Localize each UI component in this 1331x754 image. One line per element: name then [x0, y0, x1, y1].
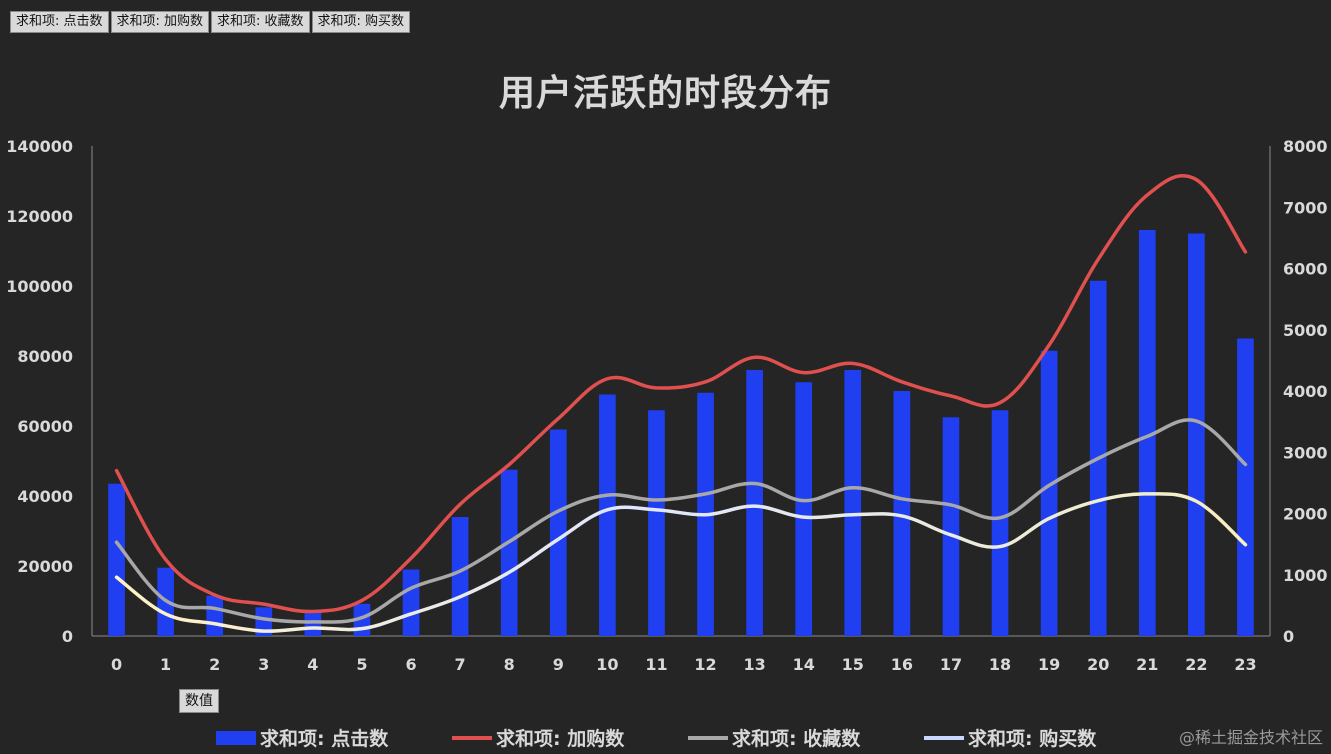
x-tick-label: 2	[209, 655, 220, 674]
legend-item-cart[interactable]: 求和项: 加购数	[452, 724, 624, 751]
y-right-tick-label: 5000	[1283, 321, 1328, 340]
legend-swatch-fav	[688, 735, 728, 740]
x-tick-label: 4	[307, 655, 318, 674]
x-tick-label: 8	[504, 655, 515, 674]
x-tick-label: 7	[455, 655, 466, 674]
pivot-field-buttons: 求和项: 点击数 求和项: 加购数 求和项: 收藏数 求和项: 购买数	[10, 11, 411, 33]
bar-clicks	[1138, 230, 1156, 636]
legend-label-clicks: 求和项: 点击数	[260, 728, 389, 750]
y-left-tick-label: 40000	[17, 487, 73, 506]
legend-item-clicks[interactable]: 求和项: 点击数	[216, 724, 388, 751]
bar-clicks	[991, 410, 1009, 636]
bar-clicks	[1040, 350, 1058, 636]
x-tick-label: 20	[1087, 655, 1109, 674]
bar-clicks	[500, 469, 518, 636]
legend-swatch-clicks	[216, 730, 256, 745]
x-tick-label: 17	[940, 655, 962, 674]
x-tick-label: 19	[1038, 655, 1060, 674]
bar-clicks	[402, 569, 420, 636]
legend-label-fav: 求和项: 收藏数	[732, 728, 861, 750]
y-left-tick-label: 80000	[17, 347, 73, 366]
y-left-tick-label: 0	[62, 627, 73, 646]
bar-clicks	[942, 417, 960, 636]
legend-label-cart: 求和项: 加购数	[496, 728, 625, 750]
x-tick-label: 3	[258, 655, 269, 674]
bar-clicks	[451, 517, 469, 636]
bar-clicks	[255, 607, 273, 636]
bar-clicks	[108, 483, 125, 636]
x-tick-label: 14	[793, 655, 815, 674]
x-tick-label: 18	[989, 655, 1011, 674]
watermark: @稀土掘金技术社区	[1178, 728, 1323, 747]
x-tick-label: 12	[694, 655, 716, 674]
legend-label-buy: 求和项: 购买数	[968, 728, 1097, 750]
line-cart	[114, 173, 1248, 614]
line-buy	[114, 492, 1248, 633]
bar-clicks	[1188, 233, 1205, 636]
bar-clicks	[746, 370, 763, 636]
x-tick-label: 16	[891, 655, 913, 674]
line-fav	[114, 418, 1248, 624]
y-right-tick-label: 4000	[1283, 382, 1328, 401]
x-tick-label: 11	[645, 655, 667, 674]
y-right-tick-label: 3000	[1283, 443, 1328, 462]
x-tick-label: 1	[160, 655, 171, 674]
x-tick-label: 0	[111, 655, 122, 674]
x-tick-label: 13	[743, 655, 765, 674]
y-left-tick-label: 60000	[17, 417, 73, 436]
y-left-tick-label: 140000	[6, 137, 73, 156]
y-left-tick-label: 20000	[17, 557, 73, 576]
bar-clicks	[549, 429, 567, 636]
x-tick-label: 23	[1234, 655, 1256, 674]
bar-clicks	[599, 394, 616, 636]
x-tick-label: 22	[1185, 655, 1207, 674]
legend-item-fav[interactable]: 求和项: 收藏数	[688, 724, 860, 751]
legend-item-buy[interactable]: 求和项: 购买数	[924, 724, 1096, 751]
y-right-tick-label: 8000	[1283, 137, 1328, 156]
chart-title: 用户活跃的时段分布	[498, 73, 832, 114]
field-button-cart[interactable]: 求和项: 加购数	[110, 11, 210, 33]
legend-swatch-buy	[924, 735, 964, 740]
x-tick-label: 6	[405, 655, 416, 674]
x-tick-label: 9	[553, 655, 564, 674]
bar-clicks	[304, 611, 322, 636]
bar-clicks	[648, 410, 665, 636]
bar-clicks	[893, 391, 911, 636]
y-right-tick-label: 6000	[1283, 260, 1328, 279]
y-right-tick-label: 1000	[1283, 566, 1328, 585]
x-tick-label: 21	[1136, 655, 1158, 674]
x-tick-label: 5	[356, 655, 367, 674]
chart-legend: 求和项: 点击数 求和项: 加购数 求和项: 收藏数 求和项: 购买数	[0, 724, 1331, 751]
field-button-fav[interactable]: 求和项: 收藏数	[211, 11, 310, 33]
y-right-tick-label: 2000	[1283, 505, 1328, 524]
bar-clicks	[795, 382, 813, 636]
x-tick-label: 15	[842, 655, 864, 674]
y-right-tick-label: 7000	[1283, 198, 1328, 217]
x-tick-label: 10	[596, 655, 618, 674]
bar-clicks	[844, 370, 862, 636]
bar-clicks	[206, 595, 224, 636]
y-left-tick-label: 120000	[6, 207, 73, 226]
y-left-tick-label: 100000	[6, 277, 73, 296]
field-button-clicks[interactable]: 求和项: 点击数	[10, 11, 109, 33]
legend-swatch-cart	[452, 735, 492, 740]
bar-clicks	[1237, 338, 1254, 636]
value-field-button[interactable]: 数值	[179, 689, 219, 713]
field-button-buy[interactable]: 求和项: 购买数	[311, 11, 411, 33]
y-right-tick-label: 0	[1283, 627, 1294, 646]
